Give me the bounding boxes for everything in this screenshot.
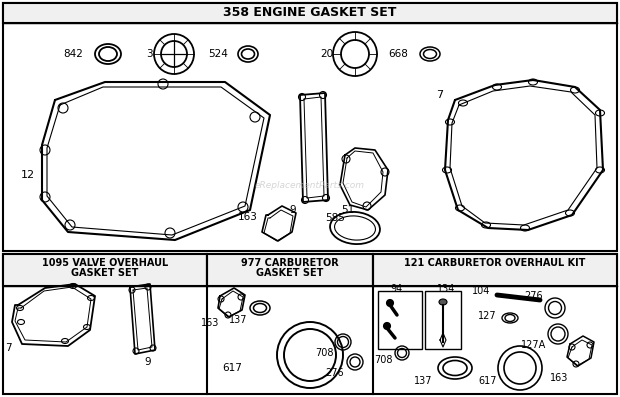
Text: 51: 51 <box>342 205 355 215</box>
Text: 7: 7 <box>436 90 443 100</box>
Text: 163: 163 <box>549 373 568 383</box>
Text: 617: 617 <box>222 363 242 373</box>
Bar <box>373 254 617 286</box>
Text: 977 CARBURETOR: 977 CARBURETOR <box>241 258 339 268</box>
Circle shape <box>384 322 391 330</box>
Text: 358 ENGINE GASKET SET: 358 ENGINE GASKET SET <box>223 6 397 19</box>
Text: 127A: 127A <box>521 340 546 350</box>
Text: 121 CARBURETOR OVERHAUL KIT: 121 CARBURETOR OVERHAUL KIT <box>404 258 586 268</box>
Bar <box>425 291 461 349</box>
Text: 708: 708 <box>316 348 334 358</box>
Circle shape <box>386 299 394 306</box>
Text: 585: 585 <box>325 213 345 223</box>
Bar <box>3 254 617 394</box>
Text: GASKET SET: GASKET SET <box>71 268 139 278</box>
Text: eReplacementParts.com: eReplacementParts.com <box>255 181 365 189</box>
Text: GASKET SET: GASKET SET <box>256 268 324 278</box>
Ellipse shape <box>439 299 447 305</box>
Bar <box>3 3 617 251</box>
Text: 1095 VALVE OVERHAUL: 1095 VALVE OVERHAUL <box>42 258 168 268</box>
Bar <box>3 3 617 23</box>
Text: 9: 9 <box>290 205 296 215</box>
Text: 163: 163 <box>201 318 219 328</box>
Text: 276: 276 <box>525 291 543 301</box>
Text: 137: 137 <box>229 315 247 325</box>
Text: 104: 104 <box>472 286 490 296</box>
Text: 842: 842 <box>63 49 83 59</box>
Text: 94: 94 <box>390 284 402 294</box>
Text: 7: 7 <box>6 343 12 353</box>
Text: 20: 20 <box>320 49 333 59</box>
Bar <box>378 291 422 349</box>
Text: 163: 163 <box>238 212 258 222</box>
Text: 617: 617 <box>479 376 497 386</box>
Text: 524: 524 <box>208 49 228 59</box>
Bar <box>207 254 373 286</box>
Text: 276: 276 <box>326 368 344 378</box>
Bar <box>3 254 207 286</box>
Text: 127: 127 <box>479 311 497 321</box>
Text: 9: 9 <box>144 357 151 367</box>
Text: 3: 3 <box>146 49 153 59</box>
Text: 668: 668 <box>388 49 408 59</box>
Text: 708: 708 <box>374 355 393 365</box>
Text: 12: 12 <box>21 170 35 180</box>
Text: 134: 134 <box>437 284 455 294</box>
Text: 137: 137 <box>414 376 432 386</box>
